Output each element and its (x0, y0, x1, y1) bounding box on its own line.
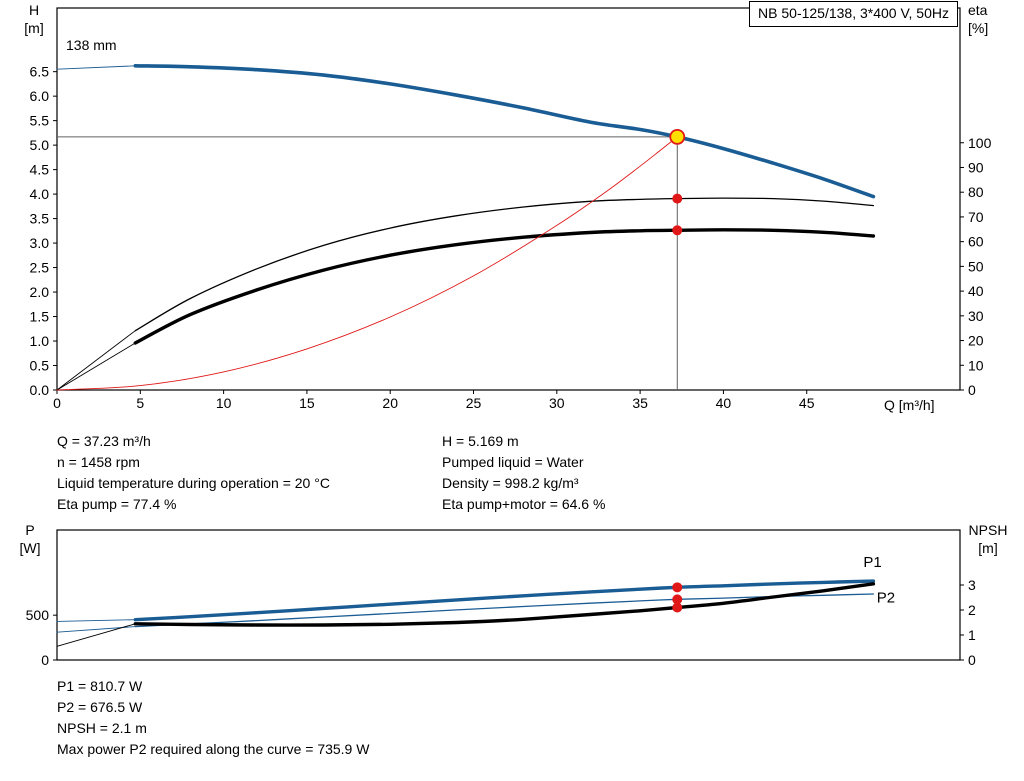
p-axis-label: P [W] (10, 521, 50, 557)
y-tick-left-label: 500 (26, 607, 50, 623)
y-tick-left-label: 3.0 (30, 235, 50, 251)
p-axis-symbol: P (25, 522, 35, 538)
y-tick-left-label: 0.5 (30, 358, 50, 374)
y-tick-left-label: 1.5 (30, 309, 50, 325)
info-line-n: n = 1458 rpm (57, 454, 140, 470)
npsh-axis-label: NPSH [m] (960, 521, 1016, 557)
npsh-axis-symbol: NPSH (968, 522, 1008, 538)
y-tick-right-label: 0 (968, 382, 976, 398)
series-npsh-curve-lead (56, 623, 136, 647)
x-tick-label: 45 (799, 395, 815, 411)
y-tick-left-label: 0.0 (30, 382, 50, 398)
duty-info-right: H = 5.169 m Pumped liquid = Water Densit… (442, 431, 605, 515)
x-tick-label: 10 (216, 395, 232, 411)
y-tick-left-label: 6.5 (30, 64, 50, 80)
eta-axis-label: eta [%] (968, 1, 988, 37)
info-line-p2: P2 = 676.5 W (57, 699, 143, 715)
y-tick-left-label: 5.0 (30, 137, 50, 153)
series-p1-curve-lead (56, 619, 136, 622)
power-npsh-chart: 0 500 0 1 2 3 P1 P2 (26, 529, 976, 668)
plot-frame (56, 7, 961, 391)
npsh-marker (672, 602, 683, 613)
series-eta-pump-lead (56, 330, 136, 391)
h-axis-label: H [m] (14, 1, 54, 37)
eta-pump-marker (672, 193, 683, 204)
y-tick-right-label: 90 (968, 159, 984, 175)
series-eta-pump-curve (134, 197, 875, 332)
series-eta-pump-motor-lead (56, 342, 136, 391)
duty-point-marker[interactable] (669, 128, 686, 145)
p1-marker (672, 582, 683, 593)
series-head-curve-138mm (133, 64, 876, 199)
info-line-temperature: Liquid temperature during operation = 20… (57, 475, 330, 491)
eta-pump-motor-marker (672, 225, 683, 236)
npsh-axis-unit: [m] (978, 540, 998, 556)
y-tick-left-label: 1.0 (30, 333, 50, 349)
x-tick-label: 40 (716, 395, 732, 411)
p-axis-unit: [W] (19, 540, 41, 556)
series-label-P2: P2 (877, 590, 895, 607)
info-line-p1: P1 = 810.7 W (57, 678, 143, 694)
eta-axis-symbol: eta (968, 2, 988, 18)
x-tick-label: 15 (299, 395, 315, 411)
series-label-P1: P1 (863, 554, 881, 571)
series-npsh-curve (133, 582, 876, 627)
info-line-max-p2: Max power P2 required along the curve = … (57, 741, 370, 757)
x-tick-label: 5 (136, 395, 144, 411)
info-line-eta-pump: Eta pump = 77.4 % (57, 496, 177, 512)
y-tick-left-label: 2.0 (30, 284, 50, 300)
y-tick-left-label: 4.0 (30, 186, 50, 202)
y-tick-right-label: 10 (968, 357, 984, 373)
y-tick-left-label: 0 (41, 652, 49, 668)
y-tick-right-label: 40 (968, 283, 984, 299)
plot-frame (56, 529, 961, 661)
y-tick-right-label: 3 (968, 577, 976, 593)
y-tick-left-label: 3.5 (30, 211, 50, 227)
y-tick-right-label: 60 (968, 234, 984, 250)
y-tick-left-label: 5.5 (30, 113, 50, 129)
y-tick-left-label: 2.5 (30, 260, 50, 276)
y-tick-right-label: 50 (968, 258, 984, 274)
eta-axis-unit: [%] (968, 20, 989, 36)
y-tick-right-label: 30 (968, 308, 984, 324)
x-tick-label: 35 (632, 395, 648, 411)
info-line-eta-pump-motor: Eta pump+motor = 64.6 % (442, 496, 606, 512)
series-eta-pump-motor-curve (133, 228, 876, 345)
x-tick-label: 25 (466, 395, 482, 411)
y-tick-right-label: 20 (968, 333, 984, 349)
y-tick-right-label: 80 (968, 184, 984, 200)
power-info: P1 = 810.7 W P2 = 676.5 W NPSH = 2.1 m M… (57, 676, 369, 760)
y-tick-left-label: 6.0 (30, 88, 50, 104)
x-tick-label: 20 (382, 395, 398, 411)
p2-marker (672, 594, 683, 605)
x-tick-label: 30 (549, 395, 565, 411)
series-head-curve-lead (56, 65, 136, 70)
info-line-density: Density = 998.2 kg/m³ (442, 475, 579, 491)
series-p1-curve (133, 579, 876, 622)
duty-info-left: Q = 37.23 m³/h n = 1458 rpm Liquid tempe… (57, 431, 330, 515)
info-line-liquid: Pumped liquid = Water (442, 454, 584, 470)
h-axis-symbol: H (28, 2, 40, 18)
pump-model-box: NB 50-125/138, 3*400 V, 50Hz (749, 1, 958, 27)
x-tick-label: 0 (53, 395, 61, 411)
y-tick-right-label: 1 (968, 627, 976, 643)
series-system-resistance-curve (56, 136, 678, 391)
y-tick-right-label: 70 (968, 209, 984, 225)
y-tick-right-label: 0 (968, 652, 976, 668)
h-axis-unit: [m] (24, 20, 44, 36)
info-line-npsh: NPSH = 2.1 m (57, 720, 147, 736)
qh-eta-chart: 0 5 10 15 20 25 30 35 40 45 0.0 0.5 1.0 1.5 2.0 2.5 3.0 3… (30, 7, 992, 411)
y-tick-left-label: 4.5 (30, 162, 50, 178)
y-tick-right-label: 100 (968, 135, 992, 151)
y-tick-right-label: 2 (968, 602, 976, 618)
info-line-q: Q = 37.23 m³/h (57, 433, 151, 449)
q-axis-label: Q [m³/h] (884, 397, 935, 413)
impeller-diameter-label: 138 mm (66, 37, 117, 53)
info-line-h: H = 5.169 m (442, 433, 519, 449)
